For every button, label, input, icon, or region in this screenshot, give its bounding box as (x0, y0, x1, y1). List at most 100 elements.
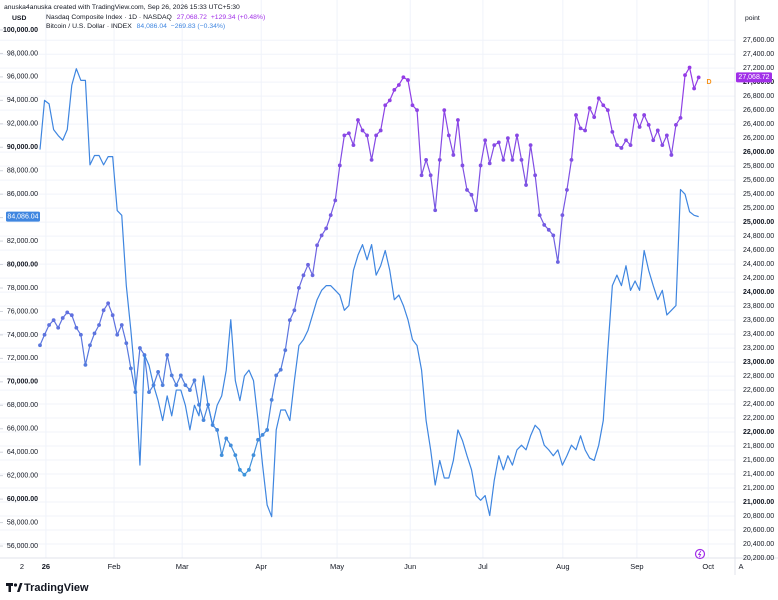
series-marker (456, 118, 460, 122)
series-marker (587, 106, 592, 110)
series-marker (351, 143, 356, 148)
series-marker (487, 161, 492, 166)
y-tick-label: 72,000.00 (7, 355, 38, 362)
series-marker (160, 383, 165, 388)
series-marker (97, 323, 101, 327)
x-tick-label: Sep (630, 562, 643, 571)
series-marker (683, 73, 687, 78)
series-marker (110, 313, 115, 318)
y2-tick-label: 25,800.00 (743, 163, 774, 170)
series-marker (478, 163, 483, 168)
y2-tick-label: 21,600.00 (743, 457, 774, 464)
series-marker (619, 146, 624, 150)
y-tick-label: 92,000.00 (7, 121, 38, 128)
series-marker (664, 133, 669, 138)
y2-tick-label: 26,400.00 (743, 121, 774, 128)
y-tick-label: 78,000.00 (7, 285, 38, 292)
y2-tick-label: 26,600.00 (743, 107, 774, 114)
series-marker (669, 153, 674, 157)
series-marker (228, 443, 233, 448)
series-marker (646, 122, 651, 127)
series-marker (528, 143, 533, 148)
series-marker (555, 260, 560, 264)
series-marker (537, 213, 542, 218)
legend-name: Nasdaq Composite Index · 1D · NASDAQ (46, 14, 172, 21)
series-marker (165, 353, 170, 357)
series-marker (356, 118, 360, 122)
y-tick-label: 82,000.00 (7, 238, 38, 245)
legend-last: 84,086.04 (137, 23, 167, 30)
event-icon[interactable] (694, 548, 706, 560)
y2-tick-label: 27,600.00 (743, 37, 774, 44)
series-marker (283, 348, 288, 353)
series-marker (569, 157, 574, 162)
series-marker (442, 108, 447, 113)
series-marker (233, 453, 238, 458)
series-marker (169, 373, 174, 378)
series-marker (106, 301, 111, 306)
series-marker (592, 115, 597, 120)
series-marker (124, 341, 129, 346)
series-marker (251, 453, 256, 458)
logo-mark (17, 583, 23, 592)
series-marker (596, 96, 601, 101)
series-marker (215, 428, 220, 432)
series-marker (501, 157, 506, 162)
series-marker (174, 383, 179, 388)
series-marker (260, 432, 265, 437)
y2-tick-label: 24,400.00 (743, 261, 774, 268)
y2-tick-label: 27,000.00 (743, 79, 774, 86)
series-marker (51, 318, 56, 322)
series-marker (328, 213, 333, 218)
series-marker (392, 87, 397, 92)
series-marker (219, 453, 224, 458)
y2-tick-label: 20,200.00 (743, 555, 774, 562)
series-marker (474, 208, 478, 213)
series-marker (224, 436, 229, 441)
y2-tick-label: 22,200.00 (743, 415, 774, 422)
last-price-label: 84,086.04 (7, 213, 38, 220)
legend-entry: Nasdaq Composite Index · 1D · NASDAQ 27,… (46, 14, 265, 21)
series-marker (56, 325, 61, 330)
y2-tick-label: 23,400.00 (743, 331, 774, 338)
time-scale-button[interactable]: 2 (20, 562, 24, 571)
series-marker (301, 273, 306, 278)
y-tick-label: 96,000.00 (7, 74, 38, 81)
y-tick-label: 70,000.00 (7, 379, 38, 386)
y2-tick-label: 26,800.00 (743, 93, 774, 100)
series-marker (533, 173, 538, 178)
series-marker (306, 262, 310, 267)
x-tick-label: Jun (404, 562, 416, 571)
series-marker (492, 143, 497, 148)
x-tick-label: Mar (176, 562, 189, 571)
series-marker (346, 131, 351, 136)
series-marker (401, 75, 406, 80)
series-marker (483, 138, 488, 143)
y2-tick-label: 25,200.00 (743, 205, 774, 212)
series-marker (101, 308, 106, 313)
y-tick-label: 56,000.00 (7, 543, 38, 550)
auto-scale-button[interactable]: A (738, 562, 743, 571)
y2-tick-label: 25,400.00 (743, 191, 774, 198)
series-marker (660, 143, 665, 148)
series-marker (624, 138, 628, 143)
y-tick-label: 80,000.00 (7, 261, 38, 268)
series-marker (383, 103, 388, 108)
series-marker (92, 331, 97, 336)
series-marker (546, 227, 551, 232)
series-marker (605, 108, 610, 113)
series-marker (510, 157, 515, 162)
series-marker (419, 173, 424, 178)
series-marker (201, 418, 206, 423)
series-marker (292, 308, 297, 313)
series-marker (337, 163, 342, 168)
overlay: 27,068.72 D 84,086.04 (6, 72, 772, 222)
event-badge: D (706, 79, 711, 86)
series-marker (637, 125, 642, 129)
y2-tick-label: 20,400.00 (743, 541, 774, 548)
series-marker (583, 128, 587, 133)
scales: 26 Feb Mar Apr May Jun Jul Aug Sep Oct 20,200.00 20… (0, 27, 774, 571)
series-marker (465, 188, 469, 192)
y2-tick-label: 21,400.00 (743, 471, 774, 478)
